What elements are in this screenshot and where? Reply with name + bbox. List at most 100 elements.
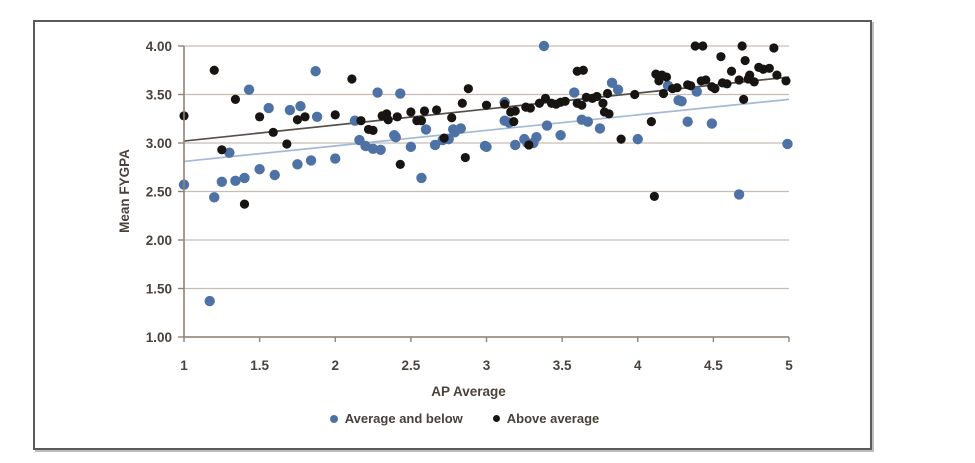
legend-item-above-average: Above average (492, 411, 599, 426)
point-average-and-below (295, 100, 306, 112)
point-average-and-below (263, 102, 274, 114)
point-above-average (416, 116, 427, 126)
point-above-average (734, 75, 744, 85)
point-above-average (300, 112, 310, 122)
point-above-average (690, 41, 700, 51)
point-above-average (292, 115, 303, 125)
point-average-and-below (612, 84, 624, 95)
point-above-average (509, 117, 519, 127)
point-average-and-below (330, 153, 341, 164)
point-average-and-below (310, 66, 321, 77)
point-above-average (463, 84, 473, 94)
point-average-and-below (375, 144, 386, 155)
point-above-average (525, 103, 535, 113)
point-average-and-below (733, 189, 745, 200)
point-average-and-below (230, 175, 241, 187)
point-above-average (330, 110, 340, 120)
scatter-plot: 1.00 1.50 2.00 2.50 3.00 3.50 4.00 1 1.5 2 2.5 3 3.5… (146, 39, 794, 373)
trendline-average-and-below (183, 98, 790, 163)
point-above-average (686, 81, 696, 91)
x-axis-title: AP Average (431, 384, 506, 399)
point-above-average (672, 83, 682, 93)
point-above-average (368, 125, 378, 135)
point-above-average (722, 79, 732, 89)
point-average-and-below (284, 104, 296, 116)
point-above-average (217, 145, 227, 155)
legend-label-average-and-below: Average and below (344, 411, 463, 426)
point-above-average (710, 84, 720, 94)
point-above-average (431, 105, 442, 115)
point-average-and-below (292, 159, 303, 170)
legend: Average and below Above average (162, 411, 767, 426)
point-above-average (749, 77, 759, 87)
y-tick-label: 1.00 (146, 330, 172, 345)
point-average-and-below (372, 87, 383, 98)
point-average-and-below (209, 192, 220, 203)
point-above-average (661, 72, 672, 82)
point-average-and-below (254, 163, 265, 175)
point-average-and-below (390, 131, 401, 143)
point-above-average (500, 99, 510, 109)
point-above-average (510, 106, 520, 116)
point-average-and-below (510, 139, 521, 151)
point-above-average (598, 98, 608, 108)
point-average-and-below (538, 40, 550, 52)
point-average-and-below (367, 143, 379, 155)
x-tick-label: 4.5 (704, 358, 723, 373)
point-above-average (604, 109, 614, 119)
point-above-average (698, 41, 708, 51)
y-axis-title: Mean FYGPA (117, 149, 132, 233)
point-above-average (481, 100, 492, 110)
point-above-average (630, 89, 640, 100)
point-above-average (701, 75, 711, 85)
y-tick-label: 1.50 (146, 282, 172, 297)
point-average-and-below (632, 133, 643, 145)
point-average-and-below (481, 141, 492, 153)
point-above-average (649, 191, 659, 201)
point-average-and-below (216, 176, 228, 187)
point-average-and-below (305, 155, 317, 166)
point-above-average (560, 96, 570, 106)
point-average-and-below (582, 116, 594, 127)
point-above-average (383, 115, 393, 125)
point-average-and-below (691, 86, 702, 97)
point-average-and-below (239, 172, 250, 184)
y-tick-label: 3.00 (146, 136, 172, 151)
black-series-marker-icon (492, 415, 500, 422)
point-above-average (447, 113, 457, 123)
point-above-average (592, 91, 602, 102)
point-above-average (739, 94, 749, 104)
point-average-and-below (455, 123, 466, 134)
point-average-and-below (429, 139, 441, 151)
x-tick-label: 4 (634, 358, 642, 373)
point-average-and-below (606, 77, 618, 89)
point-average-and-below (682, 116, 693, 127)
point-average-and-below (395, 88, 406, 99)
point-average-and-below (541, 120, 553, 131)
point-above-average (737, 41, 747, 51)
point-above-average (419, 106, 430, 116)
y-tick-label: 2.00 (146, 233, 172, 248)
point-above-average (406, 107, 416, 117)
x-tick-label: 1.5 (250, 358, 269, 373)
point-average-and-below (416, 172, 427, 184)
point-above-average (457, 98, 467, 108)
point-average-and-below (594, 123, 606, 134)
point-average-and-below (224, 147, 235, 158)
point-average-and-below (706, 118, 718, 129)
point-above-average (239, 199, 250, 209)
point-above-average (268, 127, 278, 137)
x-tick-label: 3 (483, 358, 491, 373)
point-above-average (395, 159, 405, 169)
point-above-average (347, 74, 357, 84)
point-average-and-below (420, 124, 432, 135)
point-above-average (781, 76, 791, 86)
point-above-average (602, 88, 613, 99)
y-tick-label: 4.00 (146, 39, 172, 54)
point-average-and-below (405, 141, 417, 153)
point-average-and-below (311, 111, 323, 123)
point-above-average (230, 94, 241, 104)
point-average-and-below (569, 87, 580, 98)
point-above-average (255, 112, 265, 122)
